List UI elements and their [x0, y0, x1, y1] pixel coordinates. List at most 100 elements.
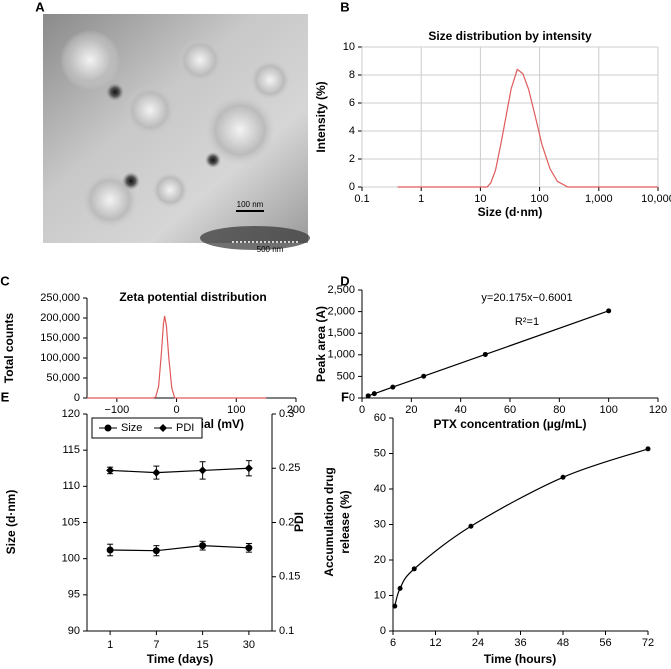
marker	[397, 585, 403, 591]
x-axis-label: Size (d·nm)	[478, 205, 543, 219]
y-tick-label: 0	[74, 392, 80, 404]
y-tick-label: 100,000	[40, 352, 80, 364]
marker	[411, 566, 417, 572]
y-tick-label: 4	[349, 125, 355, 137]
y-tick-label: 0	[349, 181, 355, 193]
y-tick-label: 105	[62, 516, 80, 528]
annotation: R²=1	[515, 316, 539, 328]
y-tick-label: 30	[374, 518, 386, 530]
x-tick-label: 20	[405, 404, 417, 416]
x-tick-label: 7	[153, 639, 159, 651]
marker	[245, 544, 253, 552]
y-tick-label: 2,500	[327, 284, 355, 296]
y-tick-label: 500	[337, 370, 355, 382]
y-tick-label: 60	[374, 412, 386, 424]
x-tick-label: 80	[553, 404, 565, 416]
x-tick-label: 1,000	[585, 193, 613, 205]
y-tick-label: 2	[349, 153, 355, 165]
y-tick-label: 8	[349, 69, 355, 81]
panel-label: E	[1, 389, 10, 404]
marker	[106, 546, 114, 554]
x-tick-label: 72	[642, 637, 654, 649]
x-tick-label: 100	[227, 404, 245, 416]
y-axis-label: Peak area (A)	[314, 306, 328, 382]
marker	[199, 542, 207, 550]
marker	[371, 391, 377, 397]
y-tick-label: 115	[62, 444, 80, 456]
tem-image	[43, 14, 310, 250]
x-tick-label: 0.1	[354, 193, 369, 205]
scale-label: 100 nm	[237, 200, 264, 209]
chart-title: Size distribution by intensity	[428, 29, 592, 43]
panel-label: B	[340, 0, 349, 14]
y-axis-label: release (%)	[338, 490, 352, 553]
marker	[560, 474, 566, 480]
panel-label: D	[340, 273, 349, 288]
x-tick-label: 48	[557, 637, 569, 649]
x-tick-label: 24	[472, 637, 484, 649]
series-line	[397, 68, 658, 188]
x-tick-label: 120	[649, 404, 667, 416]
x-tick-label: 6	[390, 637, 396, 649]
x-tick-label: −100	[104, 404, 129, 416]
y-tick-label: 90	[68, 625, 80, 637]
marker	[606, 308, 612, 314]
x-tick-label: 36	[514, 637, 526, 649]
marker	[468, 523, 474, 529]
legend-box	[91, 417, 203, 439]
marker	[421, 373, 427, 379]
series-line	[394, 448, 649, 607]
chart-title: Zeta potential distribution	[119, 290, 266, 304]
y-tick-label: 110	[62, 480, 80, 492]
y-tick-label: 95	[68, 589, 80, 601]
marker	[152, 547, 160, 555]
y-tick-label: 6	[349, 97, 355, 109]
y2-tick-label: 0.15	[279, 571, 300, 583]
y-tick-label: 2,000	[327, 306, 355, 318]
y-tick-label: 20	[374, 554, 386, 566]
panel-label: A	[35, 0, 45, 14]
y-tick-label: 10	[343, 41, 355, 53]
y-axis-label: Total counts	[2, 312, 16, 383]
series-line	[110, 545, 249, 552]
marker	[198, 466, 207, 475]
y2-axis-label: PDI	[292, 512, 306, 532]
x-tick-label: 60	[504, 404, 516, 416]
y-axis-label: Size (d·nm)	[4, 490, 18, 555]
marker	[152, 468, 161, 477]
y-tick-label: 200,000	[40, 312, 80, 324]
marker	[645, 446, 651, 452]
x-tick-label: 0	[359, 404, 365, 416]
y-tick-label: 1,000	[327, 349, 355, 361]
marker	[390, 384, 396, 390]
x-tick-label: 30	[243, 639, 255, 651]
scale-label: 500 nm	[257, 245, 284, 254]
x-tick-label: 10,000	[641, 193, 671, 205]
y-tick-label: 120	[62, 408, 80, 420]
marker	[392, 603, 398, 609]
x-tick-label: 100	[599, 404, 617, 416]
y-tick-label: 0	[380, 625, 386, 637]
panel-label: F	[341, 389, 349, 404]
marker	[482, 351, 488, 357]
series-line	[87, 315, 267, 399]
y-tick-label: 10	[374, 589, 386, 601]
x-axis-label: Time (hours)	[484, 652, 556, 666]
y2-tick-label: 0.2	[279, 516, 294, 528]
x-tick-label: 0	[174, 404, 180, 416]
marker	[244, 464, 253, 473]
y2-tick-label: 0.3	[279, 408, 294, 420]
legend-label: PDI	[176, 422, 194, 434]
x-tick-label: 10	[474, 193, 486, 205]
y-tick-label: 1,500	[327, 327, 355, 339]
y2-tick-label: 0.1	[279, 625, 294, 637]
y-axis-label: Accumulation drug	[322, 467, 336, 576]
legend-marker	[159, 424, 167, 432]
y2-tick-label: 0.25	[279, 462, 300, 474]
legend-label: Size	[121, 422, 142, 434]
x-tick-label: 100	[530, 193, 548, 205]
series-line	[110, 467, 249, 474]
y-tick-label: 50,000	[46, 372, 80, 384]
x-tick-label: 1	[107, 639, 113, 651]
y-axis-label: Intensity (%)	[314, 81, 328, 152]
